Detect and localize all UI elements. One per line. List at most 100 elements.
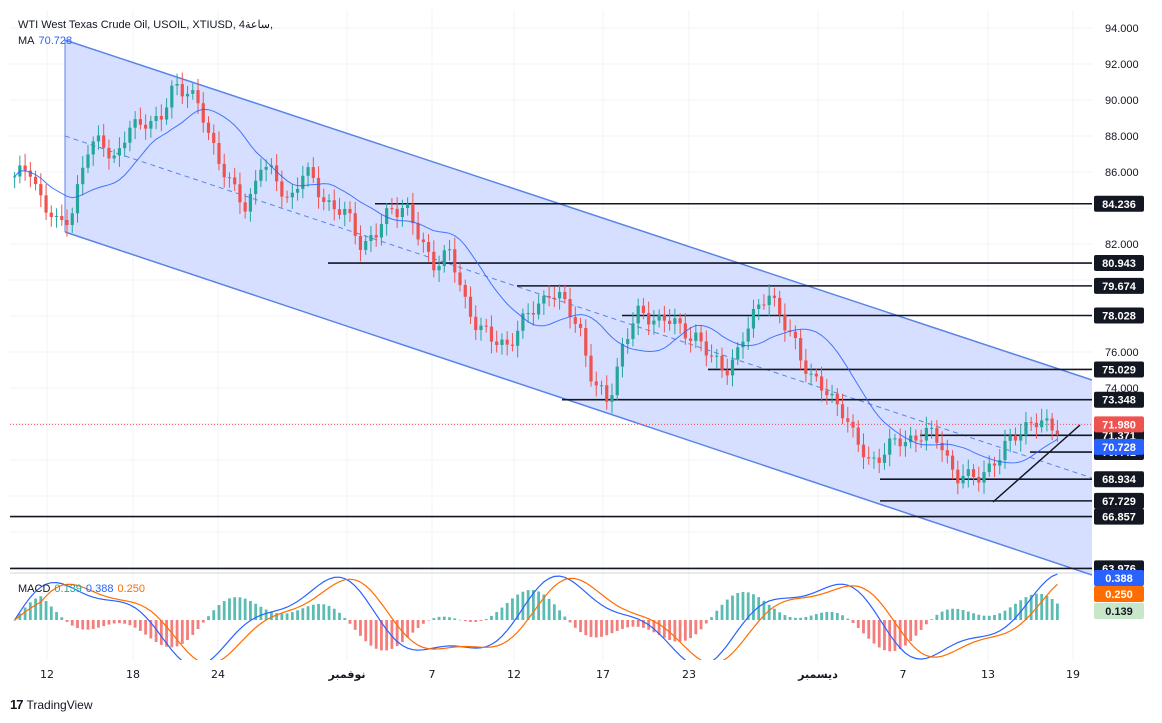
- candle-body: [406, 203, 410, 209]
- macd-histogram-bar: [463, 620, 467, 622]
- axis-background: [1092, 10, 1162, 660]
- candle-body: [128, 127, 132, 143]
- macd-histogram-bar: [243, 598, 247, 620]
- candle-body: [316, 177, 321, 198]
- candle-body: [626, 339, 630, 344]
- macd-histogram-bar: [395, 620, 399, 647]
- candle-body: [694, 332, 698, 341]
- candle-body: [49, 212, 53, 217]
- hist-tag-bg: [1094, 603, 1144, 619]
- candle-body: [180, 84, 184, 97]
- candle-body: [426, 242, 431, 252]
- candle-body: [966, 469, 970, 476]
- macd-legend[interactable]: MACD 0.139 0.388 0.250: [18, 583, 145, 595]
- signal-tag-bg: [1094, 586, 1144, 602]
- time-axis[interactable]: 12 18 24 نوفمبر 7 12 17 23 ديسمبر 7 13 19: [40, 668, 1080, 681]
- macd-histogram-bar: [511, 598, 514, 620]
- macd-pane-mask: [0, 660, 1092, 723]
- level-tag-bg: [1094, 471, 1144, 488]
- macd-histogram-bar: [605, 620, 609, 636]
- candle-body: [196, 90, 200, 104]
- x-tick-label: 12: [40, 668, 54, 681]
- macd-histogram-bar: [668, 620, 672, 641]
- candle-body: [322, 197, 326, 202]
- macd-histogram-bar: [364, 620, 368, 642]
- chart-title: WTI West Texas Crude Oil, USOIL, XTIUSD,…: [18, 18, 273, 31]
- macd-histogram-bar: [186, 620, 189, 641]
- macd-histogram-bar: [385, 620, 389, 651]
- macd-histogram-bar: [600, 620, 603, 637]
- candle-body: [804, 360, 808, 374]
- candle-body: [1013, 435, 1018, 441]
- macd-histogram-bar: [60, 617, 64, 620]
- tradingview-brand[interactable]: 17 TradingView: [10, 697, 93, 712]
- macd-histogram-bar: [374, 620, 378, 649]
- macd-histogram-bar: [835, 613, 839, 620]
- macd-histogram-bar: [34, 598, 37, 620]
- macd-histogram-bar: [290, 612, 294, 620]
- ma-legend[interactable]: MA 70.728: [18, 35, 72, 47]
- macd-histogram-bar: [1055, 603, 1059, 620]
- candle-body: [1008, 435, 1012, 441]
- brand-name: TradingView: [26, 697, 93, 712]
- candle-body: [647, 313, 651, 325]
- candle-body: [364, 240, 368, 250]
- candle-body: [835, 393, 839, 405]
- level-tag-bg: [1094, 391, 1144, 408]
- candle-body: [1003, 440, 1007, 461]
- level-tag: 67.729: [1102, 496, 1136, 508]
- candle-body: [463, 284, 467, 297]
- macd-histogram-bar: [951, 608, 954, 620]
- macd-histogram-bar: [945, 609, 949, 620]
- candle-body: [107, 147, 111, 159]
- macd-histogram-bar: [642, 620, 645, 628]
- macd-histogram-bar: [924, 620, 928, 625]
- macd-histogram-bar: [699, 620, 703, 630]
- candle-body: [940, 442, 944, 451]
- level-tag: 66.857: [1102, 512, 1136, 524]
- candle-body: [605, 385, 609, 402]
- macd-histogram-bar: [495, 612, 499, 620]
- candle-body: [65, 219, 69, 226]
- macd-histogram-bar: [228, 598, 231, 620]
- candle-body: [751, 309, 756, 329]
- macd-histogram-bar: [165, 620, 168, 647]
- macd-histogram-bar: [437, 616, 441, 620]
- x-tick-label: 19: [1066, 668, 1080, 681]
- candle-body: [164, 107, 169, 120]
- candle-body: [620, 343, 625, 367]
- candle-body: [311, 167, 315, 178]
- candle-body: [557, 291, 562, 299]
- macd-histogram-bar: [909, 620, 913, 641]
- macd-histogram-bar: [479, 620, 483, 621]
- macd-histogram-bar: [531, 590, 535, 620]
- candle-body: [54, 215, 59, 217]
- macd-histogram-bar: [636, 620, 640, 627]
- macd-histogram-bar: [683, 620, 687, 641]
- macd-histogram-bar: [694, 620, 698, 635]
- candle-body: [411, 203, 415, 224]
- candle-body: [909, 435, 913, 443]
- macd-histogram-bar: [180, 620, 184, 644]
- candle-body: [259, 169, 263, 181]
- candle-body: [374, 235, 378, 238]
- candle-body: [1045, 418, 1049, 421]
- level-tag-bg: [1094, 492, 1144, 509]
- level-tag: 73.348: [1102, 395, 1136, 407]
- macd-histogram-bar: [238, 597, 242, 620]
- candle-body: [285, 196, 289, 198]
- current-price-tag: 71.980: [1102, 419, 1136, 431]
- candle-body: [474, 316, 478, 331]
- macd-histogram-bar: [1045, 595, 1049, 620]
- macd-histogram-bar: [563, 616, 567, 620]
- macd-histogram-bar: [1014, 603, 1017, 620]
- candle-body: [977, 476, 981, 483]
- candle-body: [369, 235, 373, 241]
- candle-body: [552, 297, 556, 299]
- level-tag-bg: [1094, 508, 1144, 525]
- candle-body: [987, 463, 991, 473]
- candle-body: [882, 454, 887, 463]
- candle-body: [154, 115, 158, 122]
- candle-body: [950, 455, 955, 470]
